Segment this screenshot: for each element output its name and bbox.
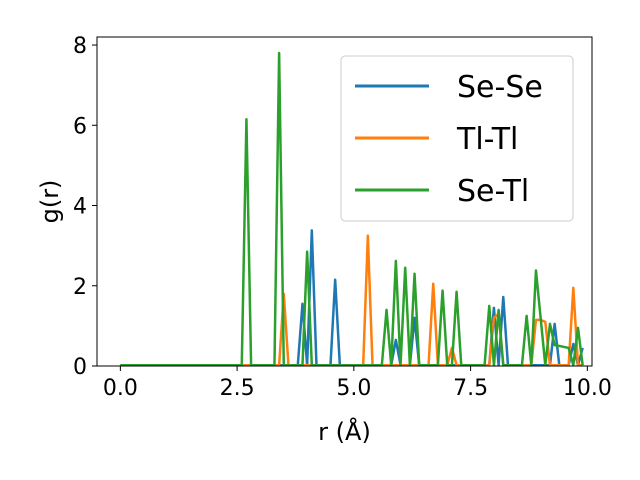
x-tick-label: 2.5 <box>220 376 255 401</box>
legend: Se-Se Tl-Tl Se-Tl <box>340 55 574 222</box>
x-axis-ticks: 0.0 2.5 5.0 7.5 10.0 <box>103 366 612 401</box>
x-axis-label: r (Å) <box>318 417 371 446</box>
series-line-se-se <box>120 229 584 367</box>
series-line-se-tl <box>120 51 584 367</box>
x-tick-label: 10.0 <box>563 376 612 401</box>
series-line-tl-tl <box>120 234 583 367</box>
y-tick-label: 4 <box>73 195 87 220</box>
legend-label-se-se: Se-Se <box>457 70 543 105</box>
x-tick-label: 0.0 <box>103 376 138 401</box>
plot-area-frame <box>96 36 593 367</box>
legend-label-tl-tl: Tl-Tl <box>456 122 518 157</box>
x-tick-label: 5.0 <box>336 376 371 401</box>
x-tick-label: 7.5 <box>453 376 488 401</box>
y-tick-label: 8 <box>73 34 87 59</box>
y-tick-label: 6 <box>73 114 87 139</box>
y-axis-ticks: 0 2 4 6 8 <box>73 34 97 380</box>
legend-box <box>340 55 574 222</box>
y-axis-label: g(r) <box>36 180 64 224</box>
series-layer <box>120 51 584 367</box>
y-tick-label: 0 <box>73 355 87 380</box>
y-tick-label: 2 <box>73 275 87 300</box>
legend-label-se-tl: Se-Tl <box>457 174 529 209</box>
